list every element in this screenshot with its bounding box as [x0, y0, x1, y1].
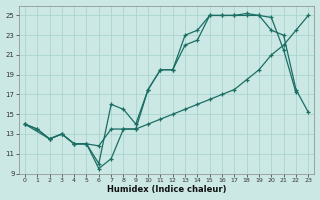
X-axis label: Humidex (Indice chaleur): Humidex (Indice chaleur): [107, 185, 226, 194]
